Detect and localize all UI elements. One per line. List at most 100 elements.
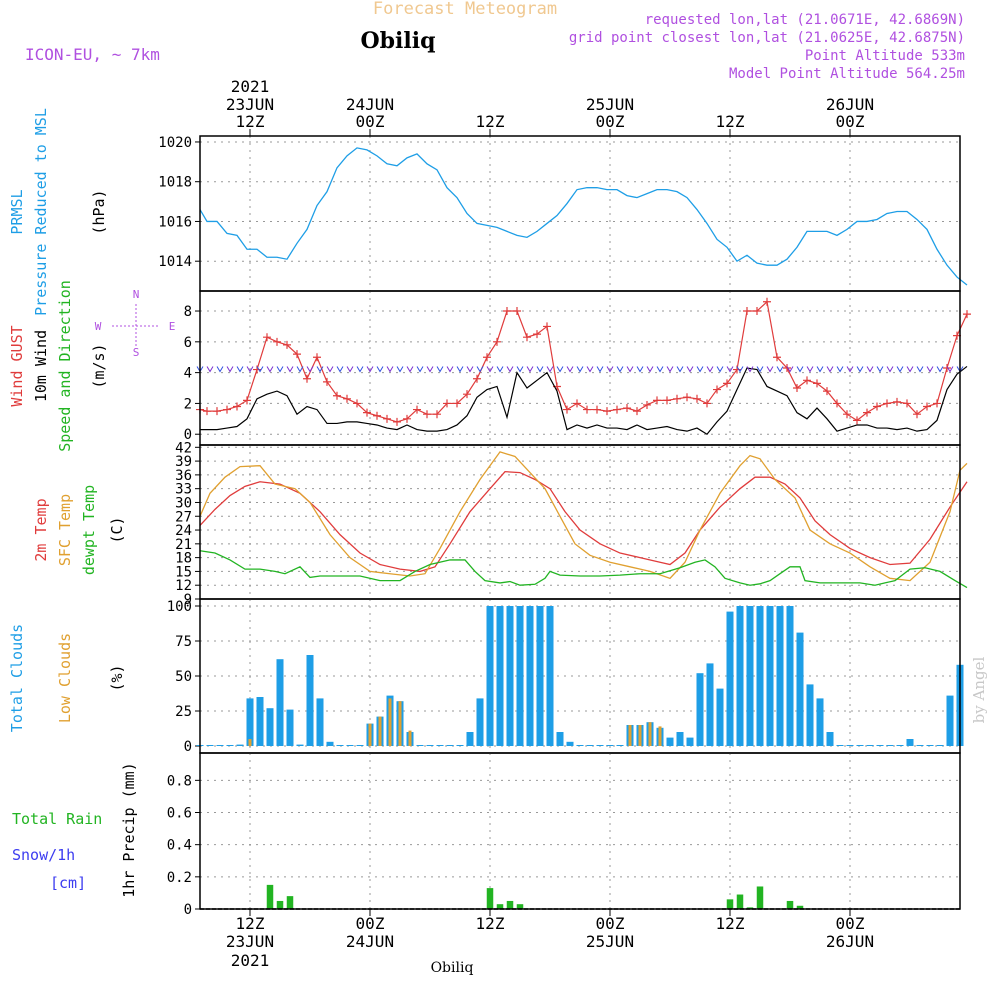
gust-point bbox=[523, 333, 531, 342]
total-cloud-bar bbox=[666, 737, 674, 746]
wind-direction-arrow bbox=[866, 366, 874, 373]
total-cloud-bar bbox=[756, 606, 764, 746]
y-tick-label: 15 bbox=[175, 564, 192, 580]
panel-4: 0 25 50 75 100 bbox=[167, 598, 964, 755]
rain-bar bbox=[276, 900, 284, 909]
gust-point bbox=[673, 394, 681, 403]
total-cloud-bar bbox=[556, 732, 564, 746]
total-cloud-bar bbox=[706, 663, 714, 746]
model-label: ICON-EU, ~ 7km bbox=[25, 45, 160, 64]
wind-direction-arrow bbox=[936, 366, 944, 373]
gust-point bbox=[313, 353, 321, 362]
wind-direction-arrow bbox=[466, 366, 474, 373]
top-date-label: 24JUN bbox=[346, 95, 394, 114]
panel-label: (%) bbox=[108, 664, 126, 691]
gust-point bbox=[763, 297, 771, 306]
bottom-year-label: 2021 bbox=[231, 951, 270, 970]
wind-direction-arrow bbox=[906, 366, 914, 373]
gust-point bbox=[323, 377, 331, 386]
total-cloud-bar bbox=[456, 745, 464, 746]
gust-point bbox=[293, 350, 301, 359]
total-cloud-bar bbox=[436, 745, 444, 746]
wind-direction-arrow bbox=[306, 366, 314, 373]
total-cloud-bar bbox=[236, 744, 244, 746]
total-cloud-bar bbox=[226, 745, 234, 746]
wind-direction-arrow bbox=[586, 366, 594, 373]
total-cloud-bar bbox=[926, 745, 934, 746]
total-cloud-bar bbox=[676, 732, 684, 746]
gust-line bbox=[199, 300, 968, 423]
panel-label: 10m Wind bbox=[32, 330, 50, 402]
wind-direction-arrow bbox=[526, 366, 534, 373]
gust-point bbox=[473, 374, 481, 383]
top-tick-label: 00Z bbox=[836, 112, 865, 131]
gust-point bbox=[413, 405, 421, 414]
gust-point bbox=[603, 407, 611, 416]
y-tick-label: 4 bbox=[184, 366, 192, 382]
wind-direction-arrow bbox=[946, 366, 954, 373]
gust-point bbox=[623, 404, 631, 413]
gust-point bbox=[893, 397, 901, 406]
gust-point bbox=[753, 307, 761, 316]
wind-direction-arrow bbox=[286, 366, 294, 373]
bottom-date-label: 26JUN bbox=[826, 932, 874, 951]
total-cloud-bar bbox=[896, 745, 904, 746]
wind-direction-arrow bbox=[346, 366, 354, 373]
gust-point bbox=[363, 408, 371, 417]
top-date-label: 25JUN bbox=[586, 95, 634, 114]
low-cloud-bar bbox=[408, 730, 412, 746]
footer-location: Obiliq bbox=[431, 960, 474, 976]
wind-direction-arrow bbox=[316, 366, 324, 373]
total-cloud-bar bbox=[766, 606, 774, 746]
y-tick-label: 6 bbox=[184, 335, 192, 351]
total-cloud-bar bbox=[796, 632, 804, 746]
gust-point bbox=[463, 390, 471, 399]
gust-point bbox=[373, 411, 381, 420]
bottom-tick-label: 00Z bbox=[836, 914, 865, 933]
total-cloud-bar bbox=[466, 732, 474, 746]
total-cloud-bar bbox=[336, 745, 344, 746]
low-cloud-bar bbox=[658, 726, 662, 746]
wind-direction-arrow bbox=[746, 366, 754, 373]
wind-direction-arrow bbox=[236, 366, 244, 373]
gust-point bbox=[593, 405, 601, 414]
wind-direction-arrow bbox=[516, 366, 524, 373]
rain-bar bbox=[506, 900, 514, 909]
gust-point bbox=[943, 364, 951, 372]
point-altitude: Point Altitude 533m bbox=[805, 48, 965, 64]
y-tick-label: 8 bbox=[184, 304, 192, 320]
total-cloud-bar bbox=[876, 745, 884, 746]
rain-bar bbox=[736, 894, 744, 909]
y-tick-label: 9 bbox=[184, 592, 192, 608]
y-tick-label: 18 bbox=[175, 551, 192, 567]
gust-point bbox=[533, 330, 541, 339]
gust-point bbox=[243, 396, 251, 405]
bottom-tick-label: 12Z bbox=[476, 914, 505, 933]
wind-direction-arrow bbox=[296, 366, 304, 373]
total-cloud-bar bbox=[516, 606, 524, 746]
low-cloud-bar bbox=[388, 698, 392, 746]
total-cloud-bar bbox=[616, 745, 624, 746]
bottom-tick-label: 00Z bbox=[356, 914, 385, 933]
gust-point bbox=[583, 405, 591, 414]
gust-point bbox=[613, 405, 621, 414]
total-cloud-bar bbox=[306, 655, 314, 746]
wind-direction-arrow bbox=[386, 366, 394, 373]
wind-direction-arrow bbox=[806, 366, 814, 373]
y-tick-label: 24 bbox=[175, 523, 192, 539]
panel-label: 2m Temp bbox=[32, 498, 50, 561]
faded-title: Forecast Meteogram bbox=[373, 0, 557, 19]
total-cloud-bar bbox=[836, 745, 844, 746]
total-cloud-bar bbox=[726, 611, 734, 746]
top-date-label: 23JUN bbox=[226, 95, 274, 114]
wind-direction-arrow bbox=[576, 366, 584, 373]
gust-point bbox=[263, 333, 271, 342]
gust-point bbox=[383, 414, 391, 423]
total-cloud-bar bbox=[906, 739, 914, 746]
total-cloud-bar bbox=[826, 732, 834, 746]
rain-bar bbox=[286, 896, 294, 909]
y-tick-label: 2 bbox=[184, 396, 192, 412]
rain-bar bbox=[726, 899, 734, 909]
gust-point bbox=[423, 410, 431, 419]
